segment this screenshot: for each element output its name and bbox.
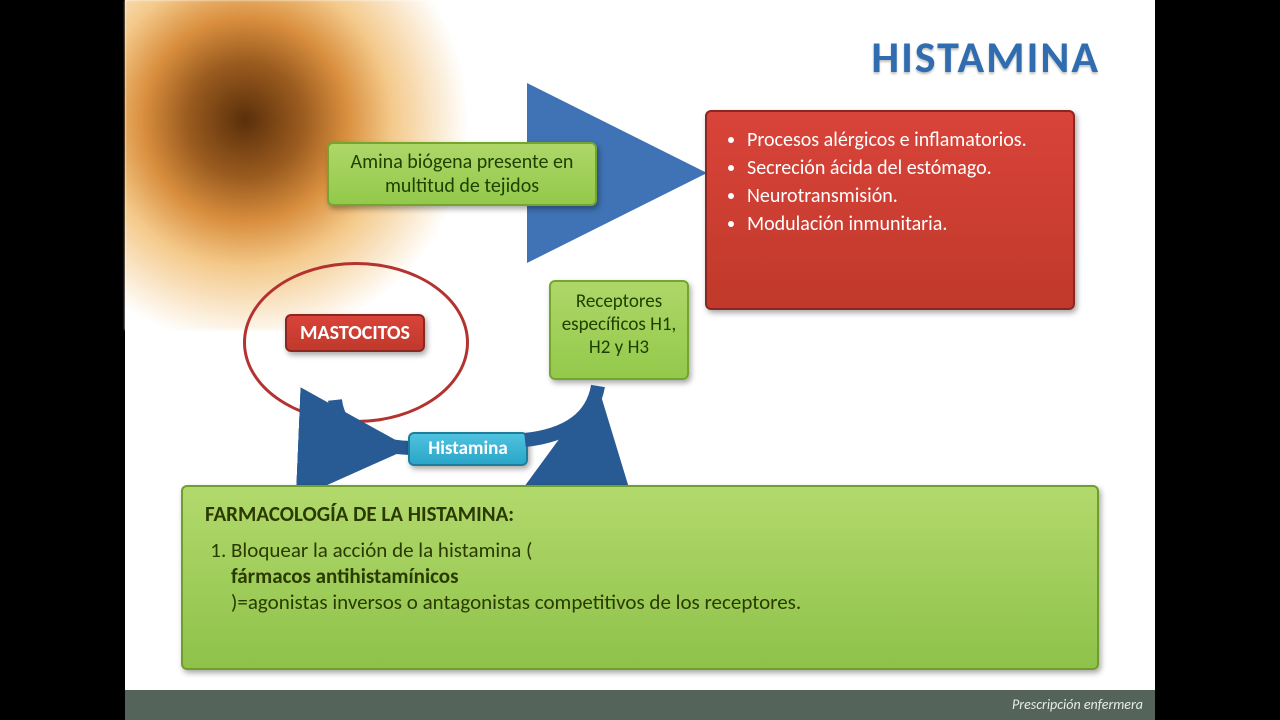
slide-stage: HISTAMINA Amina biógena presente en mult… <box>125 0 1155 720</box>
procesos-item: Secreción ácida del estómago. <box>747 156 1055 180</box>
panel-item: Bloquear la acción de la histamina (fárm… <box>231 537 1075 615</box>
box-mastocitos-text: MASTOCITOS <box>287 316 423 350</box>
box-histamina-small: Histamina <box>408 432 528 466</box>
box-amina-text: Amina biógena presente en multitud de te… <box>337 150 587 198</box>
box-receptores-text: Receptores específicos H1, H2 y H3 <box>557 290 681 359</box>
panel-list: Bloquear la acción de la histamina (fárm… <box>205 537 1075 615</box>
box-histamina-small-text: Histamina <box>410 434 526 464</box>
arrow-histamina-to-receptores <box>520 378 620 448</box>
footer-bar: Prescripción enfermera <box>125 690 1155 720</box>
procesos-item: Modulación inmunitaria. <box>747 212 1055 236</box>
box-receptores: Receptores específicos H1, H2 y H3 <box>549 280 689 380</box>
box-mastocitos: MASTOCITOS <box>285 314 425 352</box>
panel-header: FARMACOLOGÍA DE LA HISTAMINA: <box>205 501 1075 527</box>
panel-item-post: )=agonistas inversos o antagonistas comp… <box>231 589 1075 615</box>
footer-text: Prescripción enfermera <box>1012 696 1143 713</box>
slide-title: HISTAMINA <box>871 30 1100 84</box>
procesos-item: Neurotransmisión. <box>747 184 1055 208</box>
panel-item-pre: Bloquear la acción de la histamina ( <box>231 537 1075 563</box>
procesos-list: Procesos alérgicos e inflamatorios. Secr… <box>725 128 1055 236</box>
box-procesos: Procesos alérgicos e inflamatorios. Secr… <box>705 110 1075 310</box>
panel-item-bold: fármacos antihistamínicos <box>231 563 458 589</box>
arrow-amina-to-procesos <box>597 155 707 195</box>
procesos-item: Procesos alérgicos e inflamatorios. <box>747 128 1055 152</box>
box-amina: Amina biógena presente en multitud de te… <box>327 142 597 206</box>
panel-farmacologia: FARMACOLOGÍA DE LA HISTAMINA: Bloquear l… <box>181 485 1099 670</box>
